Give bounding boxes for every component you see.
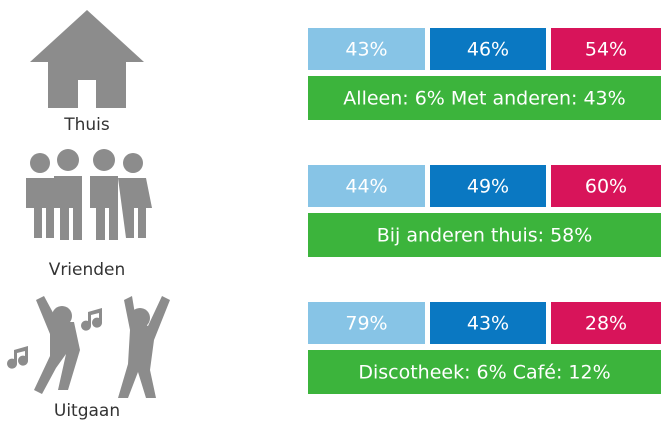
percent-text: 60% [585, 176, 627, 198]
percent-box [551, 28, 661, 70]
percent-text: 44% [345, 176, 387, 198]
percent-box [308, 165, 425, 207]
row-label: Uitgaan [54, 401, 120, 421]
percent-box [430, 302, 546, 344]
percent-box [430, 165, 546, 207]
percent-text: 43% [345, 39, 387, 61]
friends-icon [26, 149, 152, 240]
summary-text: Bij anderen thuis: 58% [377, 225, 593, 247]
row-label: Vrienden [49, 260, 126, 280]
row-label: Thuis [63, 115, 110, 135]
summary-box [308, 350, 661, 394]
percent-text: 54% [585, 39, 627, 61]
summary-text: Discotheek: 6% Café: 12% [358, 362, 610, 384]
percent-text: 28% [585, 313, 627, 335]
percent-box [430, 28, 546, 70]
percent-box [551, 302, 661, 344]
house-icon [30, 10, 144, 108]
percent-text: 43% [467, 313, 509, 335]
rows: Thuis 43% 46% 54% Alleen: 6% Met anderen: 43… [49, 28, 661, 421]
summary-box [308, 213, 661, 257]
percent-text: 49% [467, 176, 509, 198]
summary-text: Alleen: 6% Met anderen: 43% [343, 88, 625, 110]
percent-box [308, 28, 425, 70]
percent-box [308, 302, 425, 344]
percent-box [551, 165, 661, 207]
dancers-icon [7, 296, 170, 398]
percent-text: 79% [345, 313, 387, 335]
summary-box [308, 76, 661, 120]
percent-text: 46% [467, 39, 509, 61]
